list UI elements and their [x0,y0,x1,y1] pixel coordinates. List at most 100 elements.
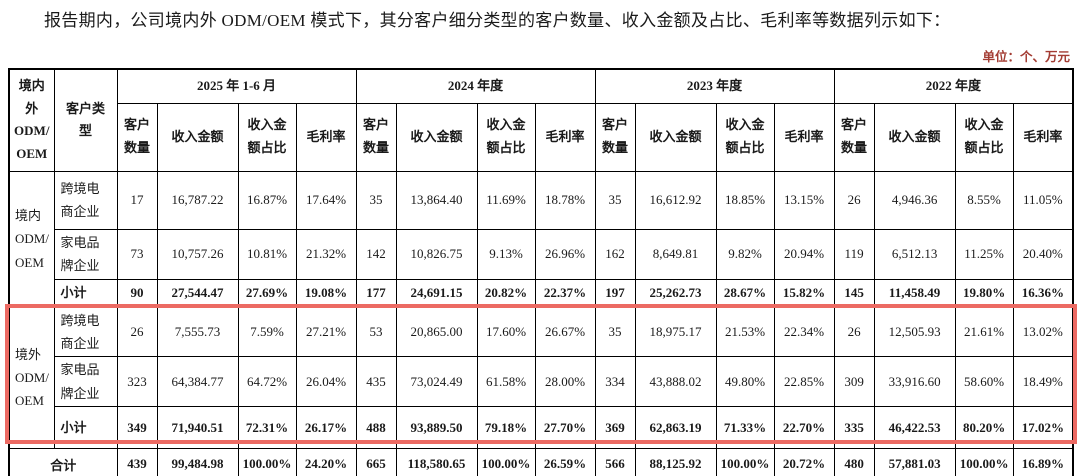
value-cell: 27.70% [534,406,596,450]
value-cell: 119 [833,228,875,280]
value-cell: 335 [833,406,875,450]
table-row: 境内 ODM/ OEM 跨境电 商企业 17 16,787.22 16.87% 17.64… [8,170,1074,308]
value-cell: 177 [355,278,397,308]
customer-type-cell: 小计 [53,278,118,308]
value-cell: 26.67% [534,306,596,358]
value-cell: 10,826.75 [395,228,478,280]
value-cell: 162 [594,228,636,280]
value-cell: 665 [355,448,397,476]
value-cell: 27.21% [295,306,357,358]
value-cell: 22.34% [773,306,835,358]
customer-type-cell: 跨境电 商企业 [53,170,118,230]
value-cell: 21.32% [295,228,357,280]
header-metric: 收入金额 [634,102,717,172]
value-cell: 73 [116,228,158,280]
value-cell: 26.17% [295,406,357,450]
value-cell: 15.82% [773,278,835,308]
value-cell: 24,691.15 [395,278,478,308]
header-metric: 客户 数量 [594,102,636,172]
header-metric: 收入金 额占比 [237,102,297,172]
value-cell: 46,422.53 [873,406,956,450]
value-cell: 33,916.60 [873,356,956,408]
value-cell: 26 [833,306,875,358]
value-cell: 369 [594,406,636,450]
header-metric: 毛利率 [295,102,357,172]
value-cell: 349 [116,406,158,450]
value-cell: 61.58% [476,356,536,408]
value-cell: 439 [116,448,158,476]
value-cell: 20,865.00 [395,306,478,358]
value-cell: 13.15% [773,170,835,230]
value-cell: 26.59% [534,448,596,476]
unit-label: 单位：个、万元 [982,50,1070,64]
header-metric: 客户 数量 [355,102,397,172]
value-cell: 100.00% [237,448,297,476]
value-cell: 53 [355,306,397,358]
value-cell: 57,881.03 [873,448,956,476]
value-cell: 16,612.92 [634,170,717,230]
value-cell: 71.33% [715,406,775,450]
customer-type-cell: 家电品 牌企业 [53,356,118,408]
value-cell: 100.00% [715,448,775,476]
value-cell: 334 [594,356,636,408]
value-cell: 6,512.13 [873,228,956,280]
value-cell: 88,125.92 [634,448,717,476]
value-cell: 7,555.73 [156,306,239,358]
header-metric: 客户 数量 [833,102,875,172]
value-cell: 7.59% [237,306,297,358]
table-header: 境内 外 ODM/ OEM 客户类 型 2025 年 1-6 月 2024 年度 202… [8,68,1074,172]
value-cell: 18.78% [534,170,596,230]
value-cell: 26 [833,170,875,230]
value-cell: 16.89% [1012,448,1074,476]
value-cell: 16.87% [237,170,297,230]
value-cell: 11.25% [954,228,1014,280]
table-row: 家电品 牌企业 323 64,384.77 64.72% 26.04% 435 73,024… [9,356,1074,408]
value-cell: 566 [594,448,636,476]
value-cell: 4,946.36 [873,170,956,230]
data-table: 境内 外 ODM/ OEM 客户类 型 2025 年 1-6 月 2024 年度 202… [8,68,1075,476]
header-row-metrics: 客户 数量 收入金额 收入金 额占比 毛利率 客户 数量 收入金额 收入金 额占比 毛利率 客户… [9,102,1074,172]
value-cell: 9.13% [476,228,536,280]
value-cell: 58.60% [954,356,1014,408]
customer-type-cell: 小计 [53,406,118,450]
value-cell: 72.31% [237,406,297,450]
table-row: 境外 ODM/ OEM 跨境电 商企业 26 7,555.73 7.59% 27.21% 5… [8,306,1074,450]
header-customer-type: 客户类 型 [53,68,118,172]
value-cell: 99,484.98 [156,448,239,476]
value-cell: 90 [116,278,158,308]
value-cell: 71,940.51 [156,406,239,450]
value-cell: 13,864.40 [395,170,478,230]
table-container: 境内 外 ODM/ OEM 客户类 型 2025 年 1-6 月 2024 年度 202… [5,68,1077,476]
value-cell: 18,975.17 [634,306,717,358]
value-cell: 27,544.47 [156,278,239,308]
value-cell: 12,505.93 [873,306,956,358]
value-cell: 10,757.26 [156,228,239,280]
value-cell: 93,889.50 [395,406,478,450]
total-label-cell: 合计 [8,448,118,476]
value-cell: 142 [355,228,397,280]
value-cell: 22.70% [773,406,835,450]
value-cell: 11.05% [1012,170,1074,230]
value-cell: 197 [594,278,636,308]
value-cell: 80.20% [954,406,1014,450]
header-metric: 收入金额 [156,102,239,172]
value-cell: 100.00% [954,448,1014,476]
value-cell: 17.60% [476,306,536,358]
value-cell: 73,024.49 [395,356,478,408]
value-cell: 16,787.22 [156,170,239,230]
value-cell: 11.69% [476,170,536,230]
header-metric: 毛利率 [534,102,596,172]
value-cell: 25,262.73 [634,278,717,308]
value-cell: 21.53% [715,306,775,358]
value-cell: 27.69% [237,278,297,308]
header-period: 2025 年 1-6 月 [116,68,357,104]
value-cell: 17.02% [1012,406,1074,450]
value-cell: 35 [594,306,636,358]
value-cell: 24.20% [295,448,357,476]
value-cell: 10.81% [237,228,297,280]
value-cell: 20.94% [773,228,835,280]
value-cell: 28.67% [715,278,775,308]
region-cell: 境内 ODM/ OEM [8,170,55,308]
value-cell: 9.82% [715,228,775,280]
value-cell: 26 [116,306,158,358]
